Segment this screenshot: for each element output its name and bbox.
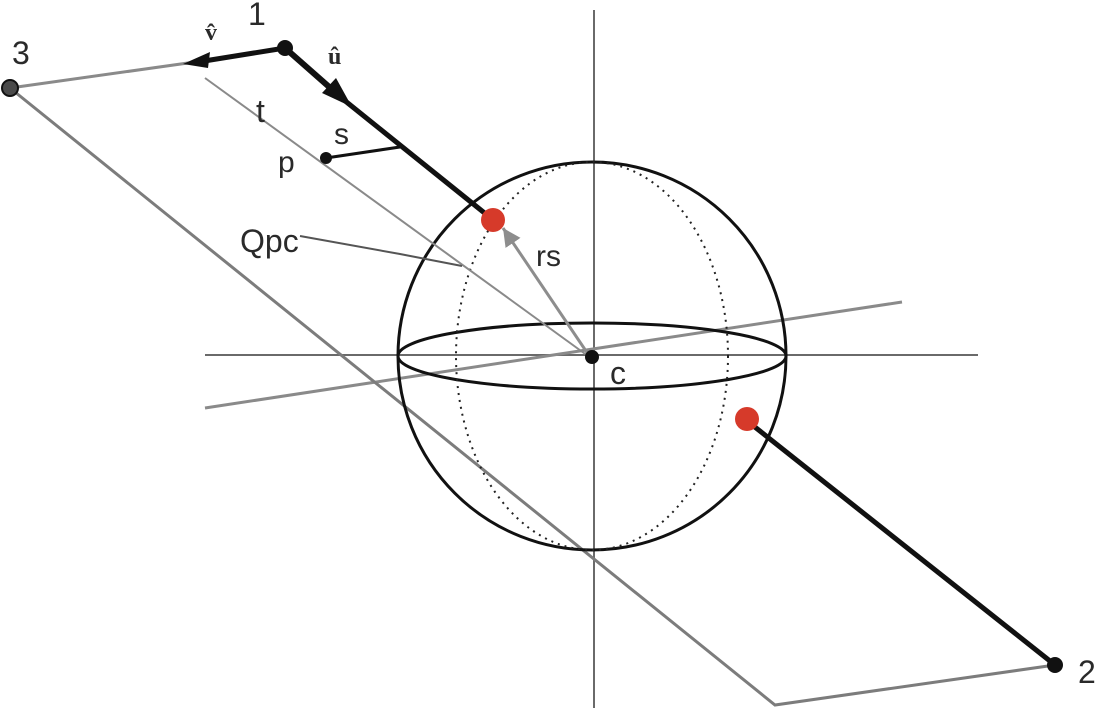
line-segment-exit [744,418,1057,667]
point-1 [277,40,293,56]
v-hat-vector [197,45,286,65]
label-u-hat: û [328,44,341,70]
label-point-2: 2 [1078,654,1096,690]
intersection-point-entry [481,208,505,232]
qpc-leader-line [299,235,463,267]
depth-axis [204,300,903,410]
radius-arrow-rs [501,227,590,355]
label-point-3: 3 [12,35,30,71]
label-point-1: 1 [248,0,266,32]
center-point-c [585,350,599,364]
label-c: c [610,355,626,391]
sphere-meridian-dotted [455,161,729,551]
projection-line-t [204,77,589,357]
label-t: t [256,93,265,129]
label-rs: rs [536,240,561,273]
point-2 [1047,657,1063,673]
label-qpc: Qpc [240,223,299,259]
label-v-hat: v̂ [205,20,217,46]
plane-edge-upper [9,60,196,90]
intersection-point-exit [735,407,759,431]
v-hat-arrowhead [183,52,210,68]
distance-segment-s [325,145,401,160]
label-p: p [278,146,295,179]
plane-edge-lower [9,86,1056,707]
sphere-equator [396,321,788,391]
point-3 [1,79,19,97]
label-s: s [334,118,349,151]
point-p [320,152,332,164]
line-segment-entry [342,98,494,221]
